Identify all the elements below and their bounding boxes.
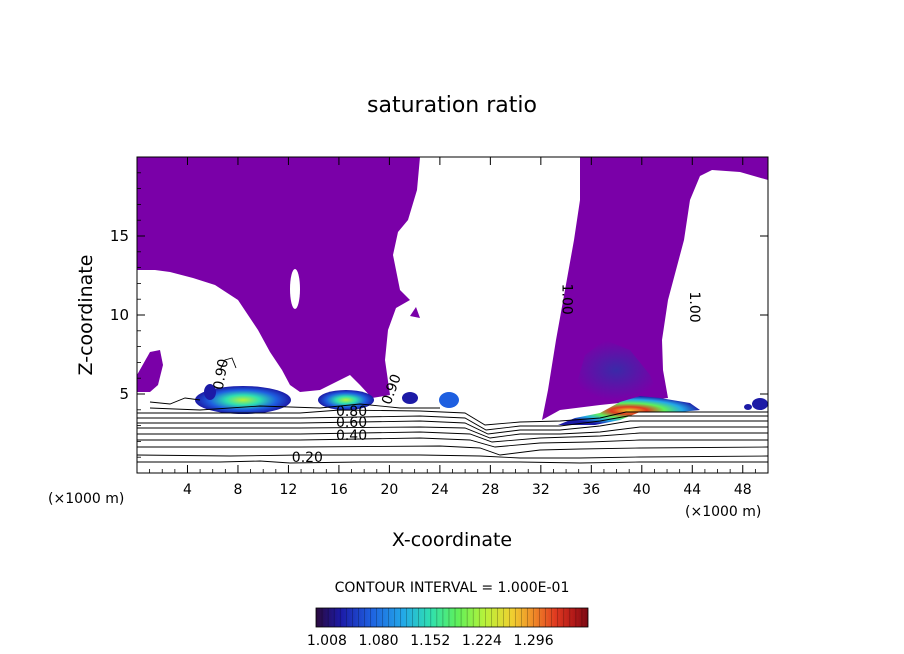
contour-label: 1.00 <box>558 284 574 315</box>
left-edge-lobe <box>137 350 163 392</box>
supersaturated-region-right <box>542 157 768 420</box>
x-tick-label: 24 <box>431 482 449 498</box>
x-units-right: (×1000 m) <box>685 504 761 520</box>
colorbar-tick-label: 1.008 <box>307 633 347 649</box>
y-axis-ticks: 5 10 15 <box>110 172 768 458</box>
y-tick-label: 5 <box>119 385 129 403</box>
x-axis-ticks: 4 8 12 16 20 24 28 32 36 40 44 48 <box>149 157 756 498</box>
blob-5km <box>204 384 216 400</box>
y-axis-label: Z-coordinate <box>75 255 97 376</box>
colorbar: 1.008 1.080 1.152 1.224 1.296 <box>307 607 589 649</box>
blob-8km <box>195 386 291 414</box>
x-tick-label: 32 <box>532 482 550 498</box>
blob-25km <box>439 392 459 408</box>
small-lobe-22km <box>410 307 420 318</box>
hole-12km <box>290 269 300 309</box>
blob-21km <box>402 392 418 404</box>
colorbar-ticks: 1.008 1.080 1.152 1.224 1.296 <box>307 633 554 649</box>
colorbar-separators <box>321 608 583 627</box>
blob-48km <box>752 398 768 410</box>
supersaturated-region-left <box>137 157 420 398</box>
contour-label: 0.90 <box>211 358 232 391</box>
contour-interval-text: CONTOUR INTERVAL = 1.000E-01 <box>335 580 570 596</box>
colorbar-tick-label: 1.224 <box>462 633 502 649</box>
y-tick-label: 10 <box>110 306 129 324</box>
contour-label: 0.80 <box>336 404 367 420</box>
blob-36-44km <box>558 396 700 425</box>
contour-labels: 0.200.400.600.800.90 0.901.00 1.00 <box>211 284 702 466</box>
x-axis-label: X-coordinate <box>392 529 512 551</box>
y-tick-label: 15 <box>110 227 129 245</box>
colorbar-tick-label: 1.080 <box>359 633 399 649</box>
contour-label: 0.60 <box>336 415 367 431</box>
x-units-left: (×1000 m) <box>48 491 124 507</box>
supersaturated-right-upper <box>580 157 600 170</box>
contour-fill <box>137 157 768 425</box>
colorbar-tick-label: 1.152 <box>410 633 450 649</box>
x-tick-label: 12 <box>280 482 298 498</box>
x-tick-label: 20 <box>380 482 398 498</box>
blob-46km <box>744 404 752 410</box>
haze-right <box>572 340 660 400</box>
chart-title: saturation ratio <box>367 93 537 118</box>
contour-label: 1.00 <box>686 292 702 323</box>
contour-label: 0.40 <box>336 428 367 444</box>
x-tick-label: 28 <box>481 482 499 498</box>
colorbar-tick-label: 1.296 <box>514 633 554 649</box>
blob-17km <box>318 390 374 410</box>
contour-lines <box>137 357 768 464</box>
colorbar-gradient <box>315 607 589 628</box>
x-tick-label: 44 <box>683 482 701 498</box>
x-tick-label: 40 <box>633 482 651 498</box>
x-tick-label: 48 <box>734 482 752 498</box>
contour-label: 0.20 <box>292 450 323 466</box>
x-tick-label: 36 <box>582 482 600 498</box>
x-tick-label: 16 <box>330 482 348 498</box>
x-tick-label: 4 <box>183 482 192 498</box>
x-tick-label: 8 <box>233 482 242 498</box>
